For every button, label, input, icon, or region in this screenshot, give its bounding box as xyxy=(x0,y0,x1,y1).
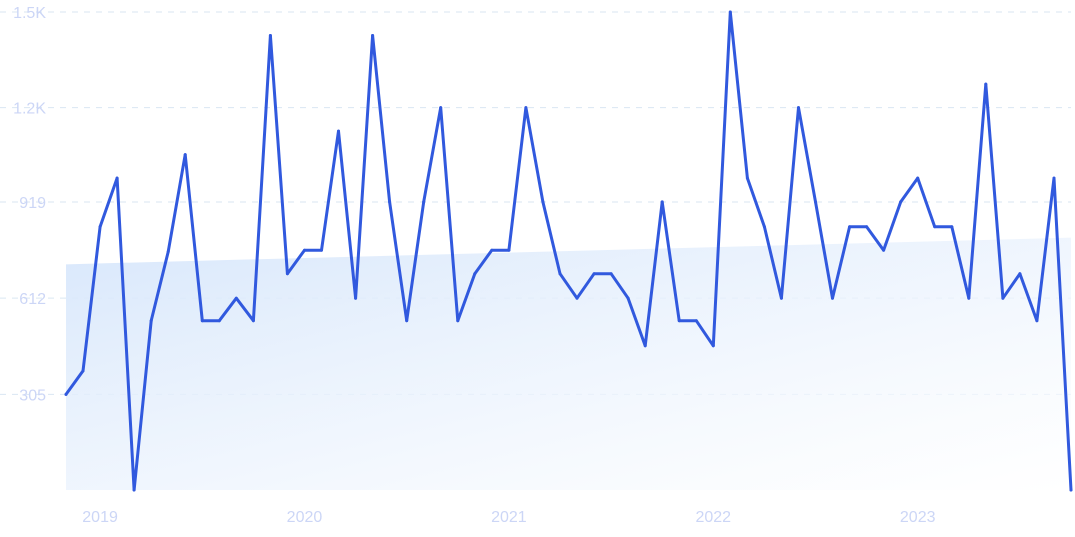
data-point xyxy=(1069,488,1073,492)
x-tick-label: 2023 xyxy=(900,509,936,526)
series-layer xyxy=(64,10,1073,492)
data-point xyxy=(183,153,187,157)
data-point xyxy=(575,296,579,300)
data-point xyxy=(64,392,68,396)
data-point xyxy=(337,129,340,133)
data-point xyxy=(166,250,170,254)
data-point xyxy=(933,225,937,229)
data-point xyxy=(354,296,358,300)
trend-area-fill xyxy=(66,237,1071,490)
data-point xyxy=(677,319,681,323)
series-line xyxy=(64,10,1073,492)
trend-area xyxy=(66,237,1071,490)
data-point xyxy=(371,34,375,37)
data-point xyxy=(388,200,392,204)
data-point xyxy=(848,225,852,229)
data-point xyxy=(779,296,783,300)
data-point xyxy=(98,225,102,229)
data-point xyxy=(558,272,562,276)
data-point xyxy=(882,248,886,252)
data-point xyxy=(745,176,749,180)
data-point xyxy=(439,106,443,110)
y-tick-label: 1.5K xyxy=(13,5,46,22)
data-point xyxy=(899,200,903,204)
data-point xyxy=(303,248,306,252)
data-point xyxy=(541,200,545,204)
data-point xyxy=(285,272,289,276)
data-point xyxy=(797,106,800,110)
data-point xyxy=(234,296,238,300)
data-point xyxy=(1035,319,1039,323)
data-point xyxy=(609,272,613,276)
data-point xyxy=(524,106,528,110)
data-point xyxy=(1052,176,1056,180)
y-tick-label: 305 xyxy=(19,387,46,404)
data-point xyxy=(81,369,85,373)
data-point xyxy=(814,200,817,204)
data-point xyxy=(865,225,869,229)
data-point xyxy=(268,34,272,37)
y-tick-label: 919 xyxy=(19,195,46,212)
data-point xyxy=(1018,272,1022,276)
data-point xyxy=(831,296,834,300)
data-point xyxy=(984,82,988,86)
y-tick-label: 612 xyxy=(19,291,46,308)
data-point xyxy=(762,225,766,229)
data-point xyxy=(967,296,971,300)
data-point xyxy=(149,319,153,323)
data-point xyxy=(660,200,664,204)
data-point xyxy=(422,200,426,204)
data-point xyxy=(643,344,647,348)
data-point xyxy=(916,176,920,180)
x-tick-label: 2021 xyxy=(491,509,527,526)
data-point xyxy=(490,248,494,252)
y-tick-label: 1.2K xyxy=(13,101,46,118)
y-axis-ticks: 305 612 919 1.2K 1.5K xyxy=(13,5,46,404)
data-point xyxy=(694,319,698,323)
data-point xyxy=(132,488,136,492)
x-tick-label: 2019 xyxy=(82,509,118,526)
data-point xyxy=(1001,296,1005,300)
data-point xyxy=(507,248,511,252)
data-point xyxy=(251,319,255,323)
data-point xyxy=(200,319,204,323)
data-point xyxy=(626,296,630,300)
data-point xyxy=(728,10,732,14)
x-axis-ticks: 2019 2020 2021 2022 2023 xyxy=(82,509,935,526)
data-point xyxy=(456,319,460,323)
data-point xyxy=(711,344,715,348)
data-point xyxy=(217,319,221,323)
data-point xyxy=(405,319,409,323)
data-point xyxy=(592,272,596,276)
data-point xyxy=(115,176,119,180)
x-tick-label: 2020 xyxy=(287,509,323,526)
data-point xyxy=(950,225,954,229)
data-point xyxy=(473,272,477,276)
x-tick-label: 2022 xyxy=(695,509,731,526)
data-point xyxy=(320,248,323,252)
